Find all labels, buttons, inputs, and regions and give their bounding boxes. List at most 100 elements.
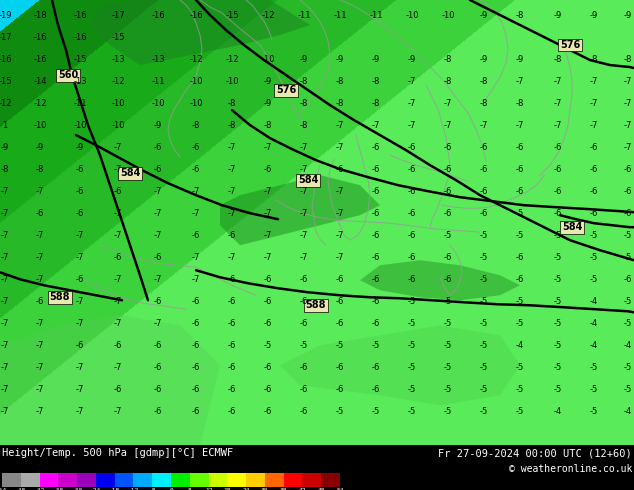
Text: -5: -5 bbox=[516, 297, 524, 306]
Text: -7: -7 bbox=[336, 253, 344, 262]
Text: -24: -24 bbox=[90, 488, 101, 490]
Text: -6: -6 bbox=[408, 275, 416, 284]
Text: -6: -6 bbox=[192, 385, 200, 394]
Text: -5: -5 bbox=[444, 231, 452, 240]
Text: -12: -12 bbox=[225, 54, 239, 64]
Text: -7: -7 bbox=[114, 143, 122, 151]
Text: -6: -6 bbox=[114, 253, 122, 262]
Text: -6: -6 bbox=[154, 143, 162, 151]
Text: -10: -10 bbox=[111, 121, 125, 130]
Text: -7: -7 bbox=[300, 209, 308, 218]
Text: -6: -6 bbox=[554, 209, 562, 218]
Text: -6: -6 bbox=[36, 209, 44, 218]
Text: -7: -7 bbox=[1, 231, 9, 240]
Text: -5: -5 bbox=[444, 385, 452, 394]
Text: -9: -9 bbox=[408, 54, 416, 64]
Text: -6: -6 bbox=[624, 275, 632, 284]
Text: -42: -42 bbox=[34, 488, 45, 490]
Text: 0: 0 bbox=[169, 488, 173, 490]
Text: -6: -6 bbox=[372, 143, 380, 151]
Text: -10: -10 bbox=[33, 121, 47, 130]
Text: 48: 48 bbox=[318, 488, 325, 490]
Text: -11: -11 bbox=[369, 10, 383, 20]
Text: -6: -6 bbox=[590, 209, 598, 218]
Bar bbox=[133, 473, 152, 487]
Text: -6: -6 bbox=[300, 385, 308, 394]
Text: -7: -7 bbox=[192, 187, 200, 196]
Text: -6: -6 bbox=[444, 275, 452, 284]
Bar bbox=[246, 473, 265, 487]
Text: -5: -5 bbox=[590, 385, 598, 394]
Text: -4: -4 bbox=[624, 341, 632, 350]
Bar bbox=[209, 473, 228, 487]
Text: -5: -5 bbox=[590, 231, 598, 240]
Text: -9: -9 bbox=[624, 10, 632, 20]
Text: -7: -7 bbox=[36, 385, 44, 394]
Text: -16: -16 bbox=[73, 10, 87, 20]
Text: 588: 588 bbox=[49, 292, 70, 302]
Text: -6: -6 bbox=[480, 209, 488, 218]
Text: -10: -10 bbox=[261, 54, 275, 64]
Text: -7: -7 bbox=[590, 121, 598, 130]
Text: -7: -7 bbox=[336, 231, 344, 240]
Text: -6: -6 bbox=[154, 363, 162, 372]
Text: -7: -7 bbox=[554, 76, 562, 86]
Bar bbox=[171, 473, 190, 487]
Text: 30: 30 bbox=[261, 488, 269, 490]
Text: -7: -7 bbox=[264, 143, 272, 151]
Text: -7: -7 bbox=[114, 165, 122, 173]
Text: -5: -5 bbox=[480, 231, 488, 240]
Text: -5: -5 bbox=[408, 407, 416, 416]
Text: -9: -9 bbox=[372, 54, 380, 64]
Text: -4: -4 bbox=[590, 319, 598, 328]
Text: -7: -7 bbox=[36, 231, 44, 240]
Text: -5: -5 bbox=[590, 253, 598, 262]
Text: -7: -7 bbox=[516, 76, 524, 86]
Text: -15: -15 bbox=[0, 76, 12, 86]
Text: -11: -11 bbox=[152, 76, 165, 86]
Text: -7: -7 bbox=[624, 98, 632, 108]
Text: -8: -8 bbox=[300, 98, 308, 108]
Text: -7: -7 bbox=[76, 253, 84, 262]
Text: -6: -6 bbox=[264, 363, 272, 372]
Text: -7: -7 bbox=[300, 143, 308, 151]
Text: -6: -6 bbox=[372, 275, 380, 284]
Text: -8: -8 bbox=[228, 98, 236, 108]
Text: -6: -6 bbox=[372, 209, 380, 218]
Text: -9: -9 bbox=[480, 54, 488, 64]
Text: -7: -7 bbox=[76, 319, 84, 328]
Bar bbox=[283, 473, 302, 487]
Text: -6: -6 bbox=[154, 407, 162, 416]
Text: -7: -7 bbox=[408, 121, 416, 130]
Text: -5: -5 bbox=[480, 253, 488, 262]
Text: -4: -4 bbox=[624, 407, 632, 416]
Bar bbox=[96, 473, 115, 487]
Text: -7: -7 bbox=[554, 98, 562, 108]
Bar bbox=[152, 473, 171, 487]
Text: -6: -6 bbox=[372, 187, 380, 196]
Text: 576: 576 bbox=[560, 40, 580, 50]
Text: -5: -5 bbox=[516, 363, 524, 372]
Text: -7: -7 bbox=[408, 98, 416, 108]
Text: -7: -7 bbox=[228, 209, 236, 218]
Text: -7: -7 bbox=[624, 76, 632, 86]
Text: -6: -6 bbox=[114, 385, 122, 394]
Text: -16: -16 bbox=[151, 10, 165, 20]
Text: -10: -10 bbox=[405, 10, 418, 20]
Text: -7: -7 bbox=[154, 319, 162, 328]
Bar bbox=[228, 473, 246, 487]
Text: -6: -6 bbox=[516, 165, 524, 173]
Text: -6: -6 bbox=[154, 385, 162, 394]
Text: -7: -7 bbox=[1, 385, 9, 394]
Text: -6: -6 bbox=[480, 165, 488, 173]
Text: -6: -6 bbox=[300, 319, 308, 328]
Text: -7: -7 bbox=[154, 231, 162, 240]
Text: -9: -9 bbox=[264, 98, 272, 108]
Text: -6: -6 bbox=[228, 407, 236, 416]
Polygon shape bbox=[280, 325, 520, 405]
Text: -10: -10 bbox=[190, 98, 203, 108]
Text: 24: 24 bbox=[242, 488, 250, 490]
Text: -6: -6 bbox=[154, 297, 162, 306]
Text: -5: -5 bbox=[590, 275, 598, 284]
Text: -8: -8 bbox=[372, 76, 380, 86]
